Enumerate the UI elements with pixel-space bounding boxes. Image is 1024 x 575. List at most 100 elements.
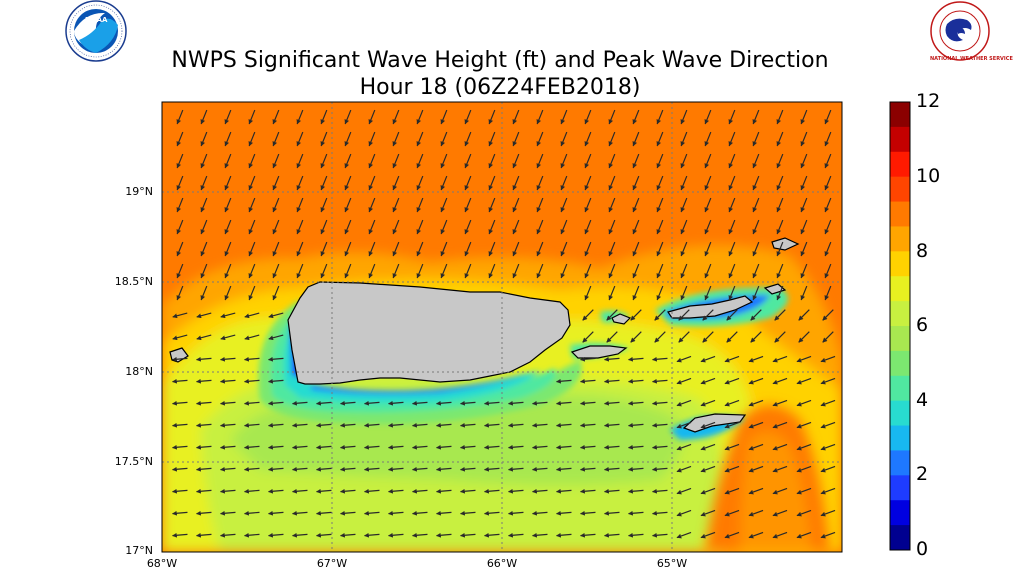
wave-direction-arrow	[388, 444, 404, 450]
wave-direction-arrow	[556, 400, 572, 406]
wave-direction-arrow	[604, 378, 620, 384]
wave-direction-arrow	[392, 109, 400, 125]
wave-direction-arrow	[388, 400, 404, 406]
wave-direction-arrow	[224, 263, 232, 279]
wave-direction-arrow	[508, 488, 524, 494]
wave-direction-arrow	[700, 487, 716, 495]
wave-direction-arrow	[460, 532, 476, 538]
colorbar-band	[890, 350, 910, 377]
wave-direction-arrow	[364, 466, 380, 472]
wave-direction-arrow	[704, 131, 712, 147]
wave-direction-arrow	[364, 510, 380, 516]
wave-direction-arrow	[316, 444, 332, 450]
wave-direction-arrow	[464, 219, 472, 235]
wave-direction-arrow	[632, 241, 640, 257]
wave-direction-arrow	[296, 175, 304, 191]
wave-direction-arrow	[772, 399, 788, 407]
wave-direction-arrow	[464, 131, 472, 147]
wave-direction-arrow	[628, 400, 644, 406]
wave-direction-arrow	[774, 309, 786, 321]
wave-direction-arrow	[440, 131, 448, 147]
wave-direction-arrow	[392, 197, 400, 213]
wave-direction-arrow	[820, 509, 836, 517]
lat-label-17: 17°N	[125, 544, 153, 557]
wave-direction-arrow	[630, 331, 642, 343]
wave-direction-arrow	[678, 309, 690, 321]
wave-direction-arrow	[580, 378, 596, 384]
wave-direction-arrow	[512, 241, 520, 257]
wave-direction-arrow	[196, 312, 212, 319]
wave-direction-arrow	[560, 109, 568, 125]
wave-direction-arrow	[604, 466, 620, 472]
colorbar-band	[890, 251, 910, 277]
wave-direction-arrow	[536, 219, 544, 235]
colorbar-band	[890, 525, 910, 551]
wave-direction-arrow	[796, 531, 812, 539]
wave-direction-arrow	[340, 466, 356, 472]
wave-direction-arrow	[296, 197, 304, 213]
wave-direction-arrow	[368, 219, 376, 235]
wave-direction-arrow	[196, 422, 212, 428]
wave-direction-arrow	[676, 443, 692, 451]
wave-direction-arrow	[772, 465, 788, 473]
peak-wave-direction-arrows	[172, 109, 836, 539]
wave-direction-arrow	[248, 131, 256, 147]
wave-direction-arrow	[508, 532, 524, 538]
wave-direction-arrow	[820, 487, 836, 495]
wave-direction-arrow	[320, 131, 328, 147]
wave-direction-arrow	[196, 400, 212, 406]
wave-direction-arrow	[200, 263, 208, 279]
wave-direction-arrow	[340, 510, 356, 516]
wave-direction-arrow	[220, 422, 236, 428]
wave-direction-arrow	[464, 109, 472, 125]
wave-direction-arrow	[822, 309, 834, 321]
wave-direction-arrow	[822, 331, 834, 343]
wave-direction-arrow	[676, 487, 692, 495]
wave-direction-arrow	[796, 465, 812, 473]
wave-direction-arrow	[392, 263, 400, 279]
wave-direction-arrow	[608, 109, 616, 125]
wave-direction-arrow	[316, 422, 332, 428]
wave-direction-arrow	[200, 285, 208, 301]
colorbar-band	[890, 326, 910, 352]
wave-direction-arrow	[532, 466, 548, 472]
wave-direction-arrow	[172, 466, 188, 472]
wave-direction-arrow	[272, 197, 280, 213]
wave-direction-arrow	[724, 487, 740, 495]
wave-direction-arrow	[368, 197, 376, 213]
colorbar-label-0: 0	[916, 538, 929, 560]
wave-direction-arrow	[196, 334, 212, 341]
colorbar-band	[890, 475, 910, 501]
wave-direction-arrow	[656, 219, 664, 235]
lat-label-19: 19°N	[125, 185, 153, 198]
wave-direction-arrow	[800, 131, 808, 147]
wave-direction-arrow	[676, 465, 692, 473]
wave-direction-arrow	[512, 263, 520, 279]
wave-direction-arrow	[244, 334, 260, 341]
colorbar-band	[890, 375, 910, 402]
wave-direction-arrow	[700, 465, 716, 473]
wave-direction-arrow	[700, 377, 716, 385]
wave-direction-arrow	[796, 399, 812, 407]
wave-direction-arrow	[460, 422, 476, 428]
wave-direction-arrow	[724, 377, 740, 385]
wave-direction-arrow	[796, 509, 812, 517]
wave-direction-arrow	[776, 241, 784, 257]
wave-direction-arrow	[464, 241, 472, 257]
wave-direction-arrow	[388, 488, 404, 494]
wave-direction-arrow	[752, 197, 760, 213]
wave-direction-arrow	[560, 153, 568, 169]
wave-direction-arrow	[824, 109, 832, 125]
wave-direction-arrow	[556, 510, 572, 516]
wave-direction-arrow	[776, 109, 784, 125]
wave-direction-arrow	[508, 422, 524, 428]
nws-logo-text: NATIONAL WEATHER SERVICE	[930, 56, 1013, 62]
wave-direction-arrow	[436, 400, 452, 406]
colorbar-band	[890, 425, 910, 451]
wave-direction-arrow	[224, 153, 232, 169]
colorbar-label-12: 12	[916, 90, 941, 112]
colorbar-band	[890, 126, 910, 153]
wave-direction-arrow	[484, 510, 500, 516]
wave-direction-arrow	[412, 422, 428, 428]
